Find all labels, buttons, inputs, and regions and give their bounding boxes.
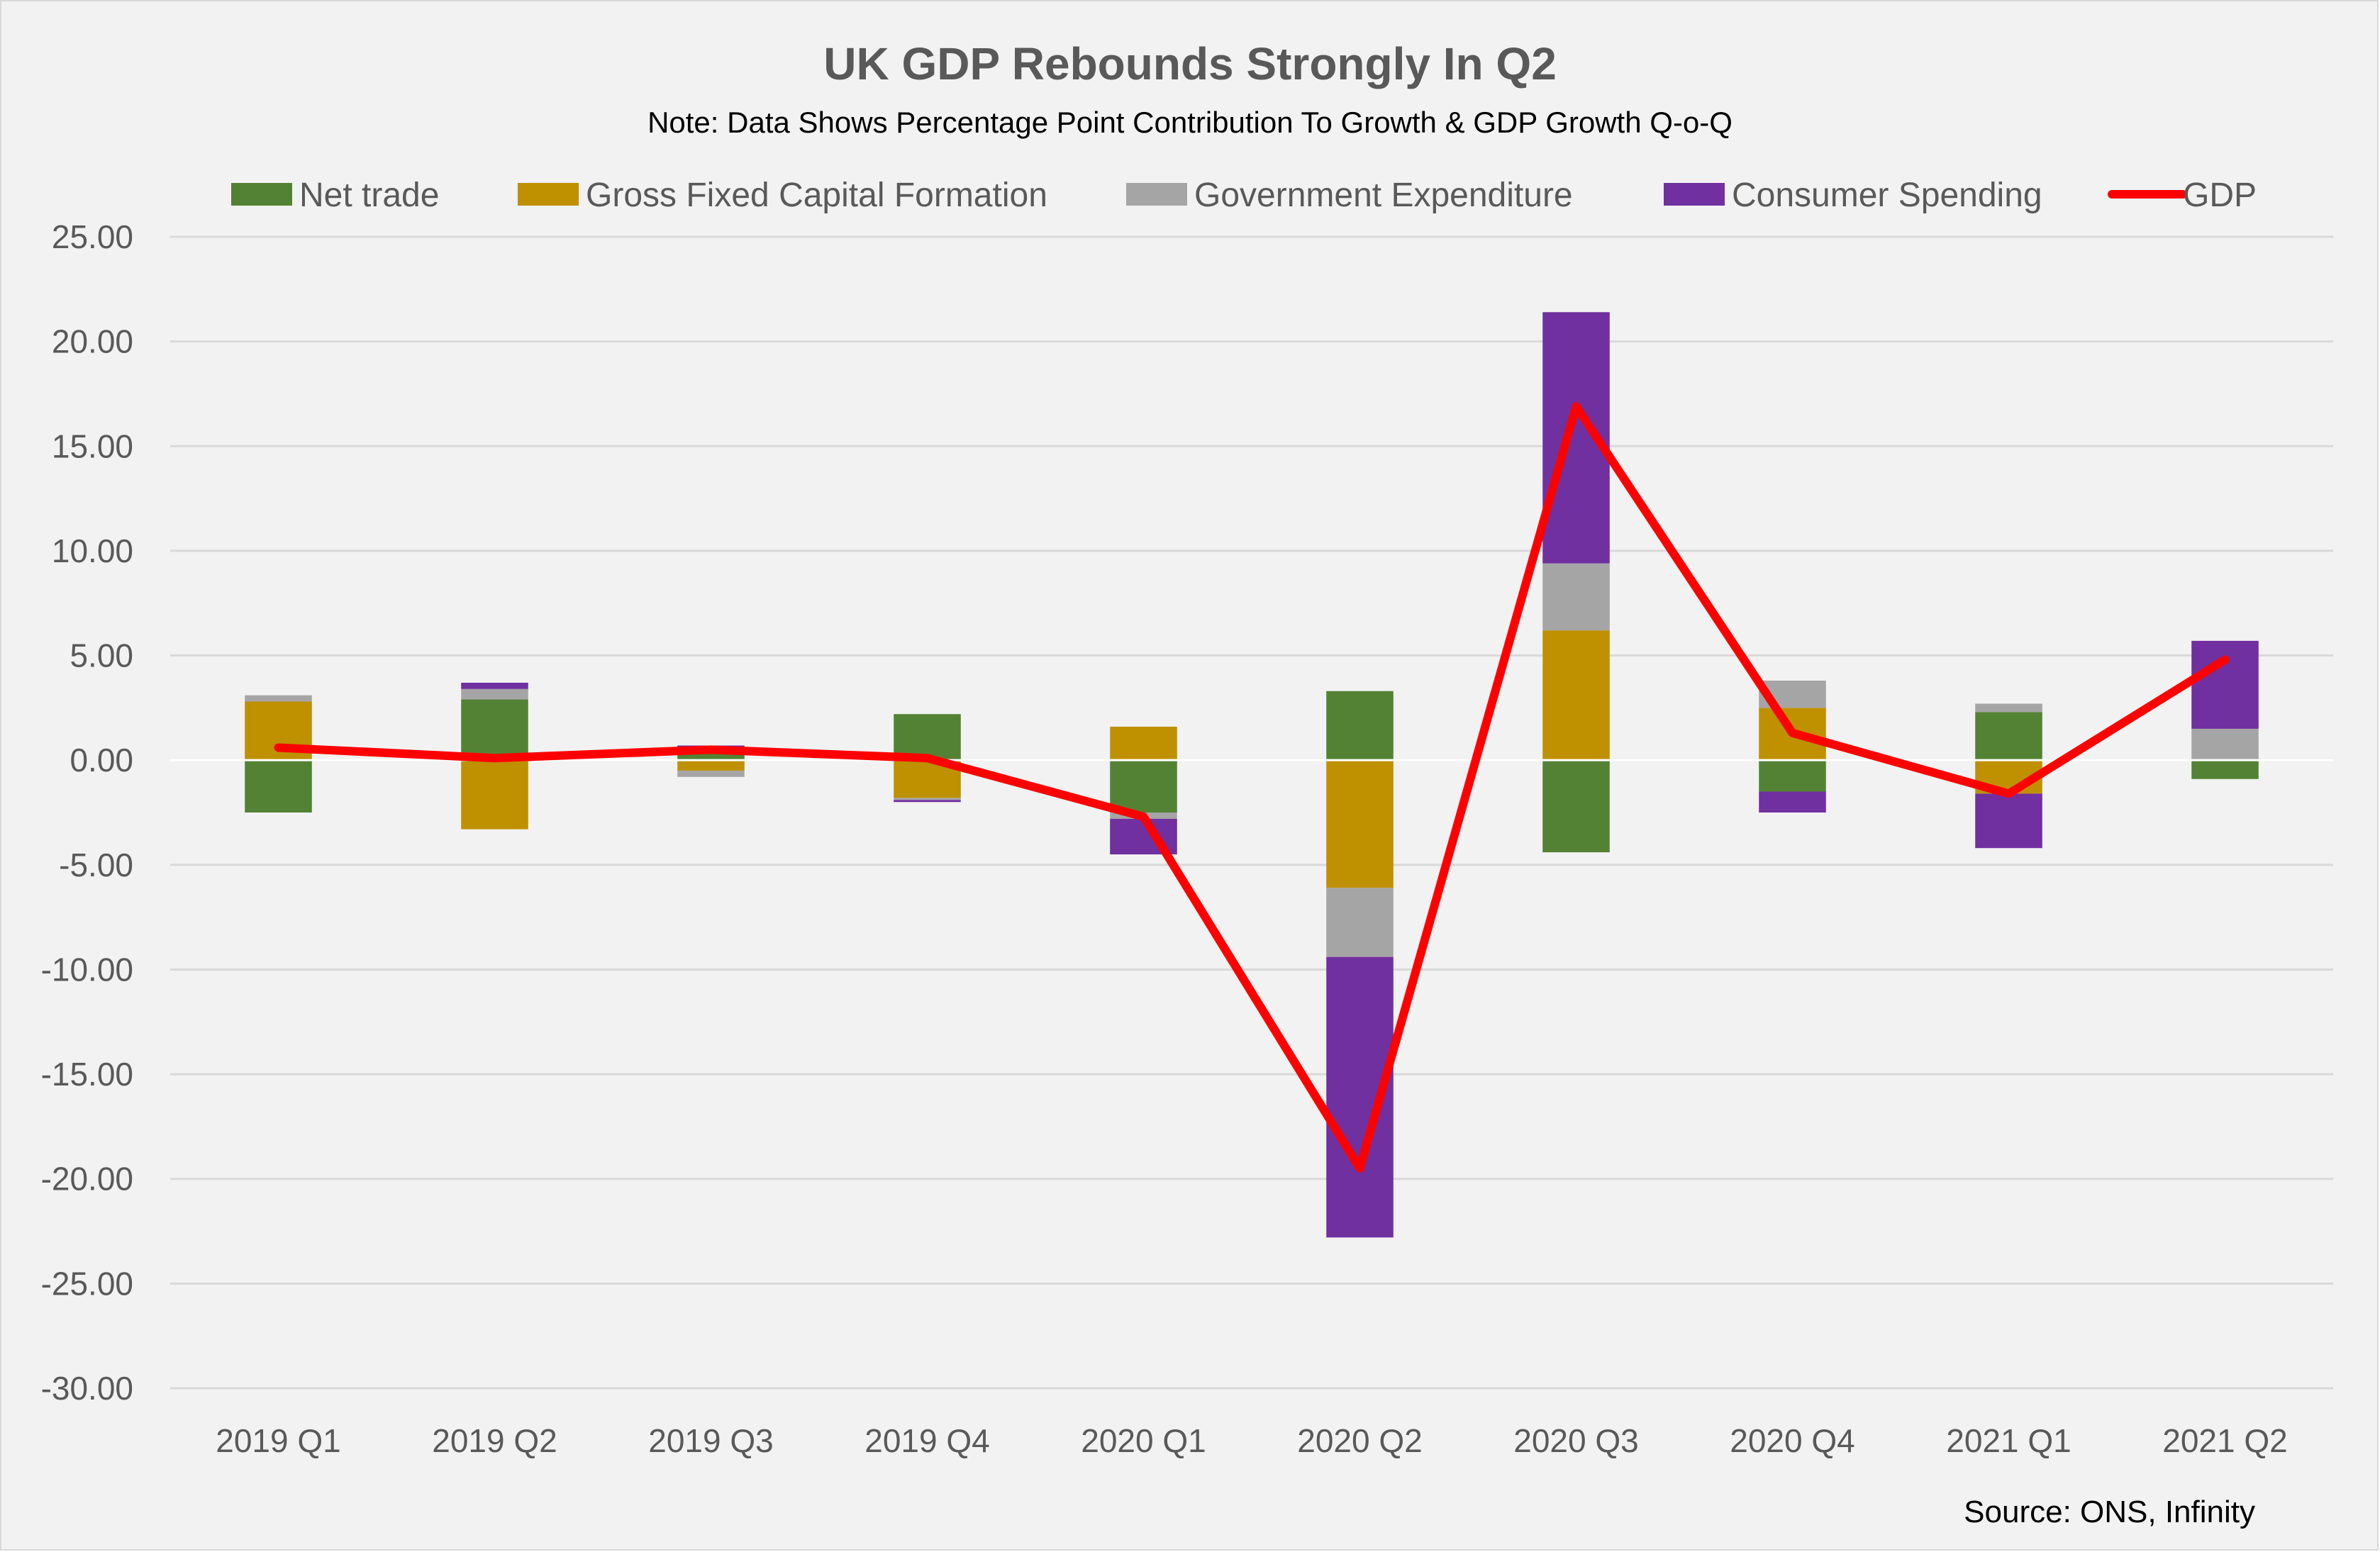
x-tick-label: 2019 Q2 xyxy=(432,1422,557,1459)
chart-subtitle: Note: Data Shows Percentage Point Contri… xyxy=(647,106,1733,139)
bar-net-trade xyxy=(1542,760,1610,853)
legend-swatch xyxy=(1126,183,1187,206)
y-tick-label: -30.00 xyxy=(41,1370,133,1407)
chart-legend: Net trade Gross Fixed Capital Formation Go… xyxy=(231,177,2257,214)
bar-net-trade xyxy=(1326,691,1394,761)
bar-gross-fixed-capital-formation xyxy=(461,760,528,830)
x-tick-label: 2020 Q4 xyxy=(1730,1422,1854,1459)
bar-government-expenditure xyxy=(461,688,528,700)
bar-government-expenditure xyxy=(2191,728,2259,761)
legend-swatch xyxy=(1664,183,1725,206)
y-tick-label: 15.00 xyxy=(52,428,133,464)
bar-gross-fixed-capital-formation xyxy=(677,760,745,771)
bar-layer xyxy=(170,312,2333,1238)
bar-government-expenditure xyxy=(894,798,961,800)
legend-swatch xyxy=(518,183,579,206)
legend-item-government-expenditure: Government Expenditure xyxy=(1126,177,1573,214)
bar-consumer-spending xyxy=(461,682,528,689)
y-tick-label: 25.00 xyxy=(52,218,133,255)
gdp-line-layer xyxy=(274,402,2230,1173)
x-tick-label: 2020 Q3 xyxy=(1513,1422,1638,1459)
y-tick-label: 20.00 xyxy=(52,323,133,360)
x-tick-label: 2019 Q4 xyxy=(864,1422,989,1459)
legend-item-gross-fixed-capital-formation: Gross Fixed Capital Formation xyxy=(518,177,1047,214)
bar-net-trade xyxy=(1759,760,1826,792)
bar-net-trade xyxy=(2191,760,2259,779)
y-tick-label: -20.00 xyxy=(41,1161,133,1198)
bar-gross-fixed-capital-formation xyxy=(1326,760,1394,888)
x-tick-label: 2019 Q3 xyxy=(648,1422,773,1459)
legend-label: Government Expenditure xyxy=(1194,177,1573,214)
bar-consumer-spending xyxy=(1759,791,1826,813)
bar-gross-fixed-capital-formation xyxy=(1110,726,1177,761)
gdp-point xyxy=(1359,1167,1361,1169)
chart-title: UK GDP Rebounds Strongly In Q2 xyxy=(823,38,1557,89)
y-tick-label: -25.00 xyxy=(41,1265,133,1302)
bar-consumer-spending xyxy=(1975,793,2042,849)
bar-government-expenditure xyxy=(1975,703,2042,713)
gdp-point xyxy=(494,757,496,759)
legend-item-net-trade: Net trade xyxy=(231,177,439,214)
gdp-point xyxy=(1142,815,1145,817)
bar-net-trade xyxy=(461,699,528,761)
y-tick-label: -15.00 xyxy=(41,1056,133,1093)
bar-government-expenditure xyxy=(1542,563,1610,631)
gdp-point xyxy=(2008,793,2010,795)
gdp-point xyxy=(277,747,279,749)
bar-gross-fixed-capital-formation xyxy=(1542,630,1610,761)
bar-net-trade xyxy=(1975,712,2042,761)
y-tick-label: 10.00 xyxy=(52,532,133,569)
y-tick-label: -10.00 xyxy=(41,951,133,988)
gdp-point xyxy=(1791,732,1794,734)
gdp-point xyxy=(710,749,712,751)
bar-net-trade xyxy=(894,714,961,761)
bar-consumer-spending xyxy=(894,800,961,803)
x-axis: 2019 Q1 2019 Q2 2019 Q3 2019 Q4 2020 Q1 2020 … xyxy=(216,1422,2287,1459)
x-tick-label: 2021 Q1 xyxy=(1946,1422,2071,1459)
gdp-point xyxy=(926,757,928,759)
x-tick-label: 2019 Q1 xyxy=(216,1422,340,1459)
source-label: Source: ONS, Infinity xyxy=(1964,1495,2255,1529)
bar-consumer-spending xyxy=(2191,640,2259,729)
legend-item-gdp: GDP xyxy=(2108,177,2257,214)
gdp-line xyxy=(274,402,2230,1173)
bar-government-expenditure xyxy=(1326,888,1394,957)
y-axis: 25.00 20.00 15.00 10.00 5.00 0.00 -5.00 -10.00 -… xyxy=(41,218,133,1407)
gdp-point xyxy=(1575,406,1577,408)
legend-item-consumer-spending: Consumer Spending xyxy=(1664,177,2042,214)
bar-government-expenditure xyxy=(677,770,745,777)
x-tick-label: 2021 Q2 xyxy=(2162,1422,2287,1459)
legend-label: Gross Fixed Capital Formation xyxy=(586,177,1047,214)
y-tick-label: 0.00 xyxy=(69,742,133,778)
legend-label: Net trade xyxy=(299,177,439,214)
bar-net-trade xyxy=(245,760,312,813)
y-tick-label: 5.00 xyxy=(69,637,133,674)
legend-label: Consumer Spending xyxy=(1732,177,2042,214)
legend-label: GDP xyxy=(2183,177,2257,214)
x-tick-label: 2020 Q2 xyxy=(1297,1422,1422,1459)
legend-swatch xyxy=(231,183,292,206)
x-tick-label: 2020 Q1 xyxy=(1081,1422,1206,1459)
gdp-point xyxy=(2224,659,2226,661)
y-tick-label: -5.00 xyxy=(59,847,133,883)
bar-net-trade xyxy=(1110,760,1177,813)
bar-government-expenditure xyxy=(245,695,312,702)
